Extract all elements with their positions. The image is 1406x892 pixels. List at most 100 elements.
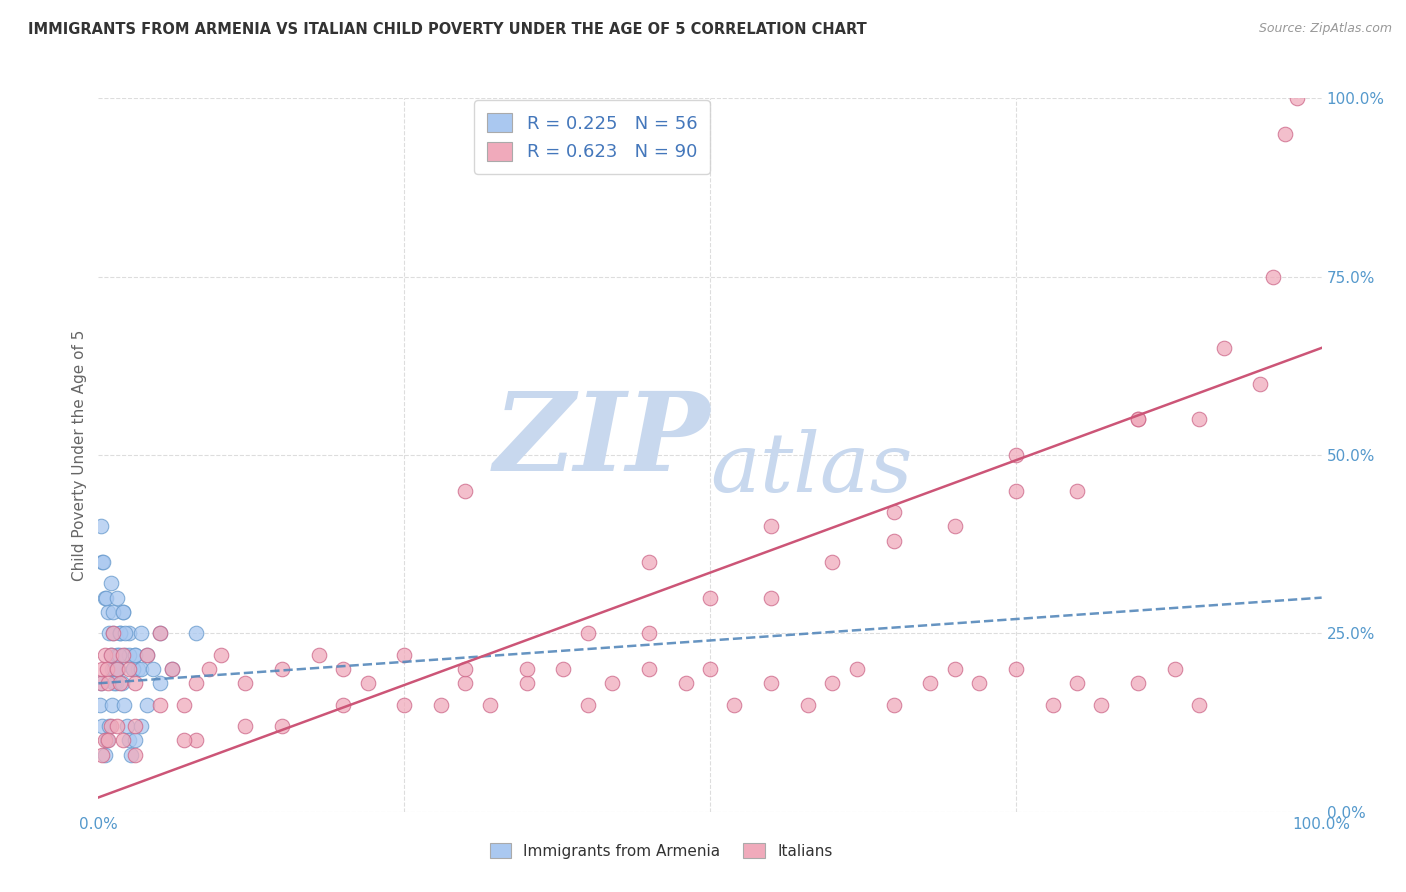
Point <box>110 676 132 690</box>
Point <box>797 698 820 712</box>
Point <box>105 648 128 662</box>
Point <box>883 698 905 712</box>
Point <box>209 648 232 662</box>
Point <box>173 733 195 747</box>
Text: atlas: atlas <box>710 429 912 509</box>
Point <box>129 662 152 676</box>
Point <box>723 698 745 712</box>
Point <box>270 719 294 733</box>
Point <box>1128 412 1150 426</box>
Point <box>96 662 118 676</box>
Point <box>576 698 599 712</box>
Point <box>136 698 159 712</box>
Point <box>98 719 121 733</box>
Point <box>638 626 661 640</box>
Point <box>97 676 120 690</box>
Point <box>1188 698 1211 712</box>
Point <box>121 662 143 676</box>
Text: Source: ZipAtlas.com: Source: ZipAtlas.com <box>1258 22 1392 36</box>
Point <box>124 648 146 662</box>
Point <box>100 648 122 662</box>
Point <box>699 591 721 605</box>
Point <box>308 648 330 662</box>
Point <box>100 648 122 662</box>
Point <box>120 747 142 762</box>
Point <box>454 676 477 690</box>
Point <box>118 626 141 640</box>
Point <box>675 676 697 690</box>
Point <box>124 733 146 747</box>
Point <box>118 733 141 747</box>
Point <box>110 626 132 640</box>
Point <box>91 555 114 569</box>
Point <box>91 719 114 733</box>
Point <box>111 648 134 662</box>
Point <box>115 719 138 733</box>
Point <box>233 719 256 733</box>
Point <box>89 698 111 712</box>
Point <box>100 719 122 733</box>
Point <box>1066 676 1088 690</box>
Point <box>101 605 124 619</box>
Point <box>104 676 127 690</box>
Point <box>160 662 183 676</box>
Point <box>114 648 136 662</box>
Point <box>107 662 129 676</box>
Point <box>90 676 112 690</box>
Point <box>124 648 146 662</box>
Point <box>1042 698 1064 712</box>
Point <box>270 662 294 676</box>
Point <box>105 591 128 605</box>
Point <box>149 698 172 712</box>
Point <box>118 662 141 676</box>
Point <box>1188 412 1211 426</box>
Point <box>136 648 159 662</box>
Point <box>108 648 131 662</box>
Point <box>91 662 114 676</box>
Point <box>90 519 112 533</box>
Text: ZIP: ZIP <box>494 387 710 494</box>
Point <box>91 747 114 762</box>
Point <box>943 519 966 533</box>
Point <box>392 648 416 662</box>
Point <box>111 605 134 619</box>
Point <box>1004 483 1026 498</box>
Point <box>103 662 125 676</box>
Point <box>1004 662 1026 676</box>
Point <box>1286 91 1309 105</box>
Point <box>93 591 115 605</box>
Point <box>883 505 905 519</box>
Point <box>845 662 868 676</box>
Point <box>638 555 661 569</box>
Point <box>516 676 538 690</box>
Legend: Immigrants from Armenia, Italians: Immigrants from Armenia, Italians <box>484 837 838 864</box>
Point <box>90 676 112 690</box>
Point <box>103 676 125 690</box>
Point <box>821 676 844 690</box>
Point <box>149 676 172 690</box>
Point <box>392 698 416 712</box>
Point <box>600 676 623 690</box>
Point <box>110 626 132 640</box>
Point <box>454 483 477 498</box>
Point <box>101 626 124 640</box>
Point <box>124 747 146 762</box>
Point <box>173 698 195 712</box>
Point <box>142 662 165 676</box>
Point <box>101 662 124 676</box>
Point <box>91 555 114 569</box>
Point <box>1128 412 1150 426</box>
Point <box>124 676 146 690</box>
Point <box>1004 448 1026 462</box>
Point <box>105 662 128 676</box>
Point <box>553 662 575 676</box>
Y-axis label: Child Poverty Under the Age of 5: Child Poverty Under the Age of 5 <box>72 329 87 581</box>
Point <box>186 676 208 690</box>
Point <box>761 519 783 533</box>
Point <box>1090 698 1112 712</box>
Point <box>111 676 134 690</box>
Point <box>118 648 141 662</box>
Point <box>761 676 783 690</box>
Point <box>129 626 152 640</box>
Point <box>96 733 118 747</box>
